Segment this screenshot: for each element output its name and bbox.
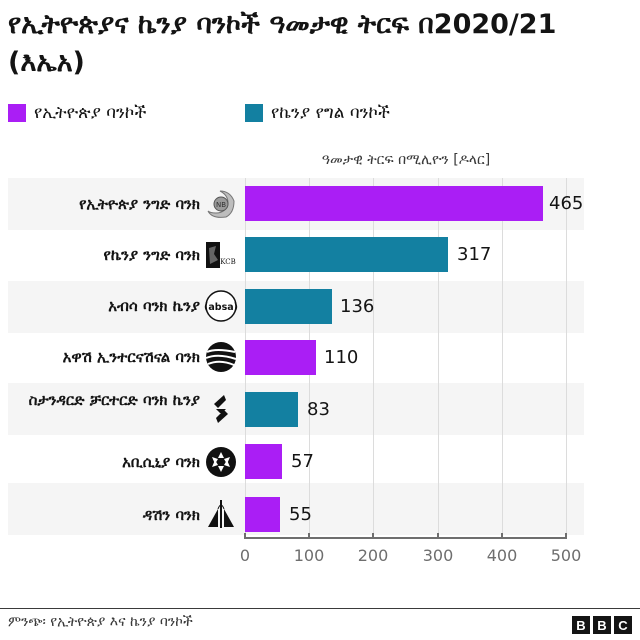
bar-dashen [245,497,280,532]
bbc-logo-letter: B [593,616,611,634]
svg-text:KCB: KCB [220,258,236,266]
footer-divider [0,608,640,609]
x-tick-label: 400 [486,546,518,565]
bar-abyssinia [245,444,282,479]
bar-value: 55 [289,504,312,525]
bar-value: 136 [340,296,375,317]
cbe-logo-icon: NB [204,187,238,221]
x-tick [308,533,310,539]
x-tick-label: 300 [422,546,454,565]
bar-value: 83 [307,399,330,420]
legend: የኢትዮጵያ ባንኮች የኬንያ የግል ባንኮች [8,102,628,124]
legend-swatch-ethiopia [8,104,26,122]
x-tick-label: 500 [550,546,582,565]
bar-absa [245,289,332,324]
x-tick-label: 200 [357,546,389,565]
x-tick-label: 0 [239,546,251,565]
bar-standard-chartered [245,392,298,427]
bbc-logo: B B C [572,616,632,634]
row-band [8,483,584,535]
x-tick [372,533,374,539]
kcb-logo-icon: KCB [204,238,238,272]
gridline [502,178,503,533]
bar-label: ዳሽን ባንክ [142,506,200,524]
standard-chartered-logo-icon [204,392,238,426]
x-axis-title: ዓመታዊ ትርፍ በሚሊዮን [ዶላር] [321,152,491,168]
legend-item-ethiopia: የኢትዮጵያ ባንኮች [8,102,146,124]
bar-cbe [245,186,543,221]
x-tick [501,533,503,539]
gridline [566,178,567,533]
bar-label: የኬንያ ንግድ ባንክ [103,246,201,264]
bar-label: አብሳ ባንክ ኬንያ [108,297,200,315]
absa-logo-icon: (absa) [204,289,238,323]
bbc-logo-letter: B [572,616,590,634]
bar-value: 465 [549,193,584,214]
x-tick [437,533,439,539]
bar-value: 57 [291,451,314,472]
legend-label: የኢትዮጵያ ባንኮች [34,103,147,123]
legend-swatch-kenya [245,104,263,122]
abyssinia-logo-icon [204,445,238,479]
x-tick [244,533,246,539]
gridline [373,178,374,533]
bar-label: የኢትዮጵያ ንግድ ባንክ [79,195,200,213]
x-tick-label: 100 [293,546,325,565]
source-note: ምንጭ፡ የኢትዮጵያ እና ኬንያ ባንኮች [8,614,193,630]
legend-label: የኬንያ የግል ባንኮች [271,103,390,123]
x-axis-line [245,537,567,539]
svg-text:(absa): (absa) [204,302,238,313]
bar-label: ስታንዳርድ ቻርተርድ ባንክ ኬንያ [28,391,200,409]
bar-kcb [245,237,448,272]
legend-item-kenya: የኬንያ የግል ባንኮች [245,102,390,124]
bar-label: አዋሽ ኢንተርናሽናል ባንክ [62,348,200,366]
bbc-logo-letter: C [614,616,632,634]
bar-value: 317 [457,244,492,265]
x-tick [565,533,567,539]
chart-title: የኢትዮጵያና ኬንያ ባንኮች ዓመታዊ ትርፍ በ2020/21 (እኤአ) [8,9,557,78]
svg-text:NB: NB [216,201,226,209]
awash-logo-icon [204,340,238,374]
bar-value: 110 [324,347,359,368]
bar-label: አቢሲኒያ ባንክ [122,453,200,471]
bar-awash [245,340,316,375]
dashen-logo-icon [204,497,238,531]
gridline [438,178,439,533]
